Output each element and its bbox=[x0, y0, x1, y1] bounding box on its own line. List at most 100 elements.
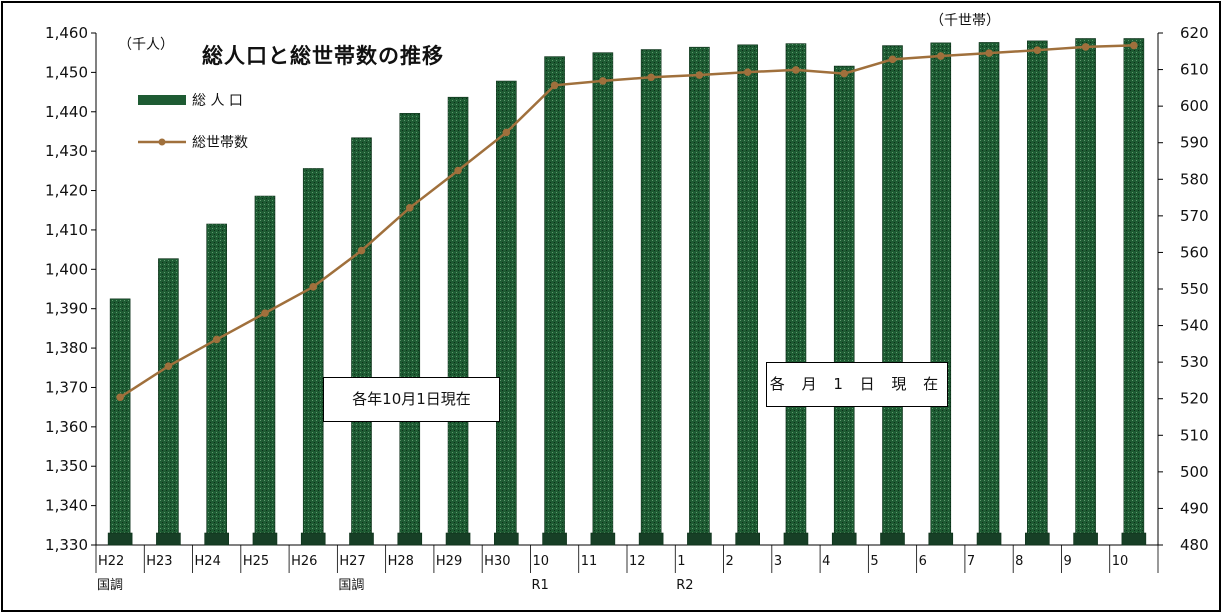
x-sub-label: 国調 bbox=[338, 578, 364, 593]
right-tick-label: 590 bbox=[1180, 134, 1209, 152]
x-tick-label: H27 bbox=[339, 554, 365, 569]
population-bar-base bbox=[1025, 532, 1050, 546]
x-tick-label: H22 bbox=[98, 554, 124, 569]
left-tick-label: 1,330 bbox=[45, 536, 88, 554]
x-tick-label: 2 bbox=[726, 554, 734, 569]
population-bar-base bbox=[445, 532, 471, 546]
population-bar-base bbox=[880, 532, 905, 546]
population-bar-base bbox=[107, 532, 133, 546]
households-line bbox=[119, 44, 1134, 399]
population-bar-base bbox=[542, 532, 567, 546]
population-bar bbox=[737, 44, 758, 546]
households-point bbox=[1033, 46, 1042, 54]
population-bar bbox=[689, 46, 710, 546]
population-bar bbox=[109, 298, 131, 546]
population-bar bbox=[785, 43, 807, 546]
population-bar bbox=[399, 113, 421, 546]
right-tick-label: 510 bbox=[1180, 426, 1209, 444]
right-tick-label: 600 bbox=[1180, 97, 1209, 115]
right-tick-label: 490 bbox=[1180, 499, 1209, 517]
households-point bbox=[792, 66, 800, 74]
households-point bbox=[599, 77, 607, 85]
households-point bbox=[743, 68, 752, 76]
households-point bbox=[695, 71, 704, 79]
households-point bbox=[985, 49, 993, 57]
chart-title: 総人口と総世帯数の推移 bbox=[202, 44, 444, 68]
population-bar-base bbox=[928, 532, 954, 546]
population-bar-base bbox=[156, 532, 181, 546]
population-bar bbox=[833, 65, 855, 546]
annotation-monthly: 各 月 1 日 現 在 bbox=[766, 362, 948, 407]
population-bar bbox=[640, 49, 662, 546]
x-tick-label: 12 bbox=[629, 554, 646, 569]
population-bar bbox=[351, 137, 372, 546]
population-bar-base bbox=[831, 532, 857, 546]
x-tick-label: 10 bbox=[532, 554, 549, 569]
households-point bbox=[116, 393, 124, 402]
population-bar-base bbox=[976, 532, 1002, 546]
households-point bbox=[212, 335, 221, 344]
households-point bbox=[261, 309, 269, 317]
population-bar-base bbox=[204, 532, 229, 546]
x-tick-label: 5 bbox=[870, 554, 878, 569]
right-axis-unit: （千世帯） bbox=[930, 13, 1000, 29]
legend-item-population: 総 人 口 bbox=[138, 90, 243, 110]
legend-label-population: 総 人 口 bbox=[192, 93, 243, 109]
left-tick-label: 1,450 bbox=[45, 63, 88, 81]
left-tick-label: 1,420 bbox=[45, 182, 88, 200]
right-tick-label: 540 bbox=[1180, 317, 1209, 335]
households-point bbox=[550, 81, 559, 90]
x-tick-label: 10 bbox=[1112, 554, 1129, 569]
left-tick-label: 1,370 bbox=[45, 378, 88, 396]
households-point bbox=[164, 362, 173, 370]
x-tick-label: 8 bbox=[1015, 554, 1023, 569]
population-bar bbox=[978, 42, 1000, 546]
population-bar bbox=[882, 45, 903, 546]
population-bar bbox=[930, 42, 952, 546]
households-point bbox=[888, 55, 897, 64]
households-point bbox=[840, 69, 849, 78]
population-bar-base bbox=[687, 532, 712, 546]
x-tick-label: H25 bbox=[243, 554, 269, 569]
population-bar-base bbox=[300, 532, 326, 546]
x-tick-label: H23 bbox=[146, 554, 172, 569]
right-tick-label: 610 bbox=[1180, 61, 1209, 79]
population-bar bbox=[1027, 40, 1048, 546]
x-tick-label: 7 bbox=[967, 554, 975, 569]
x-sub-label: 国調 bbox=[97, 578, 123, 593]
left-tick-label: 1,440 bbox=[45, 103, 88, 121]
population-bar-base bbox=[735, 532, 760, 546]
x-sub-label: R1 bbox=[531, 578, 548, 593]
households-point bbox=[1081, 43, 1090, 51]
population-bar bbox=[496, 80, 517, 546]
right-tick-label: 530 bbox=[1180, 353, 1209, 371]
legend-bar-swatch bbox=[138, 95, 186, 105]
population-bar-base bbox=[1121, 532, 1147, 546]
x-tick-label: H30 bbox=[484, 554, 510, 569]
right-tick-label: 500 bbox=[1180, 463, 1209, 481]
legend-label-households: 総世帯数 bbox=[192, 135, 248, 151]
left-tick-label: 1,390 bbox=[45, 300, 88, 318]
right-tick-label: 580 bbox=[1180, 170, 1209, 188]
x-tick-label: 11 bbox=[581, 554, 598, 569]
households-point bbox=[405, 204, 414, 212]
legend: 総 人 口 総世帯数 bbox=[138, 82, 290, 166]
x-tick-label: H26 bbox=[291, 554, 317, 569]
right-tick-label: 560 bbox=[1180, 243, 1209, 261]
x-tick-label: 6 bbox=[919, 554, 927, 569]
x-tick-label: 4 bbox=[822, 554, 830, 569]
legend-item-households: 総世帯数 bbox=[138, 132, 248, 152]
x-tick-label: 9 bbox=[1063, 554, 1071, 569]
legend-line-swatch bbox=[138, 138, 186, 146]
population-bar bbox=[592, 52, 614, 546]
x-tick-label: H28 bbox=[388, 554, 414, 569]
left-tick-label: 1,360 bbox=[45, 418, 88, 436]
population-bar bbox=[1075, 38, 1096, 546]
left-tick-label: 1,400 bbox=[45, 260, 88, 278]
households-point bbox=[357, 246, 366, 255]
population-bar bbox=[254, 195, 276, 546]
households-point bbox=[936, 52, 945, 60]
annotation-annual: 各年10月1日現在 bbox=[323, 377, 500, 422]
